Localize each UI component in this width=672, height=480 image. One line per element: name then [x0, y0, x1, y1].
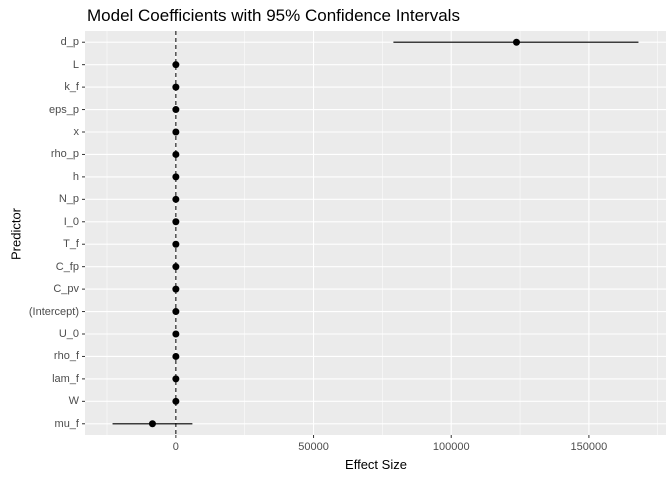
- y-tick-label: I_0: [63, 215, 79, 228]
- y-tick-label: W: [68, 395, 79, 408]
- y-tick-label: d_p: [60, 36, 79, 49]
- y-tick-label: T_f: [63, 238, 79, 251]
- x-tick-label: 150000: [570, 441, 608, 453]
- estimate-point: [172, 218, 180, 226]
- y-tick-label: N_p: [58, 193, 79, 206]
- estimate-point: [172, 83, 180, 91]
- estimate-point: [172, 375, 180, 383]
- estimate-point: [172, 330, 180, 338]
- x-axis-label: Effect Size: [345, 457, 407, 472]
- y-tick-label: rho_f: [53, 350, 79, 363]
- estimate-point: [512, 38, 520, 46]
- x-tick-label: 50000: [298, 441, 329, 453]
- estimate-point: [172, 173, 180, 181]
- y-tick-label: x: [73, 126, 80, 138]
- y-tick-label: (Intercept): [28, 305, 79, 318]
- plot-panel: [85, 31, 666, 435]
- estimate-point: [172, 263, 180, 271]
- estimate-point: [148, 420, 156, 428]
- estimate-point: [172, 195, 180, 203]
- x-tick-label: 0: [172, 441, 179, 453]
- y-tick-label: eps_p: [49, 103, 79, 116]
- estimate-point: [172, 150, 180, 158]
- estimate-point: [172, 285, 180, 293]
- y-tick-label: C_pv: [53, 283, 79, 296]
- estimate-point: [172, 308, 180, 316]
- estimate-point: [172, 128, 180, 136]
- y-tick-label: h: [72, 170, 79, 183]
- y-tick-label: U_0: [58, 328, 79, 340]
- estimate-point: [172, 240, 180, 248]
- y-tick-label: lam_f: [52, 372, 79, 385]
- estimate-point: [172, 106, 180, 114]
- y-tick-label: mu_f: [54, 417, 79, 430]
- y-tick-label: L: [72, 58, 79, 71]
- y-tick-label: C_fp: [55, 260, 79, 273]
- estimate-point: [172, 352, 180, 360]
- estimate-point: [172, 61, 180, 69]
- chart-title: Model Coefficients with 95% Confidence I…: [87, 6, 460, 25]
- y-tick-label: rho_p: [50, 148, 79, 161]
- y-tick-label: k_f: [64, 81, 79, 94]
- x-tick-label: 100000: [432, 441, 470, 453]
- estimate-point: [172, 397, 180, 405]
